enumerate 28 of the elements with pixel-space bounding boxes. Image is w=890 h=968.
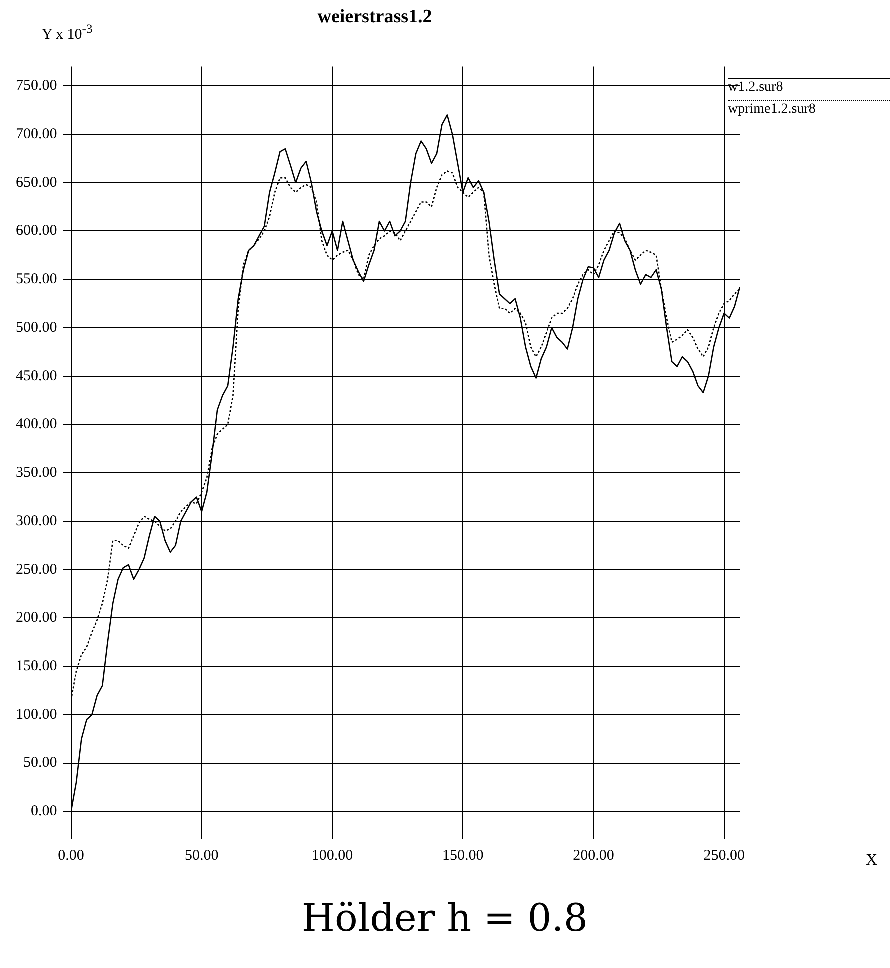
y-axis-title: Y x 10$^{-3}$ — [42, 22, 93, 44]
text: Hölder h = 0.8 — [300, 896, 590, 940]
y-tick-label: 350.00 — [16, 465, 58, 482]
text: X — [866, 852, 878, 870]
chart-title: weierstrass1.2 — [318, 6, 432, 28]
y-tick-label: 50.00 — [24, 755, 58, 772]
y-tick-label: 250.00 — [16, 562, 58, 578]
y-tick-label: 300.00 — [16, 513, 58, 530]
y-tick-label: 0.00 — [31, 804, 58, 820]
y-tick-label: 100.00 — [16, 706, 58, 723]
x-tick-label: 100.00 — [312, 848, 354, 864]
x-tick-label: 50.00 — [184, 848, 219, 864]
text: w1.2.sur8 — [728, 78, 890, 96]
y-tick-label: 450.00 — [16, 368, 58, 384]
y-tick-label: 700.00 — [16, 126, 58, 142]
y-tick-label: 550.00 — [16, 272, 58, 288]
y-tick-label: 200.00 — [16, 610, 58, 626]
x-tick-label: 150.00 — [442, 848, 484, 864]
y-tick-label: 150.00 — [16, 658, 58, 674]
y-tick-label: 500.00 — [16, 320, 58, 336]
x-tick-label: 0.00 — [58, 848, 84, 864]
y-tick-label: 650.00 — [16, 174, 58, 191]
y-tick-label: 600.00 — [16, 223, 58, 240]
y-tick-label: 750.00 — [16, 78, 58, 94]
text: wprime1.2.sur8 — [728, 100, 890, 118]
x-tick-label: 200.00 — [573, 848, 614, 864]
x-tick-label: 250.00 — [704, 848, 745, 864]
y-tick-label: 400.00 — [16, 416, 58, 433]
